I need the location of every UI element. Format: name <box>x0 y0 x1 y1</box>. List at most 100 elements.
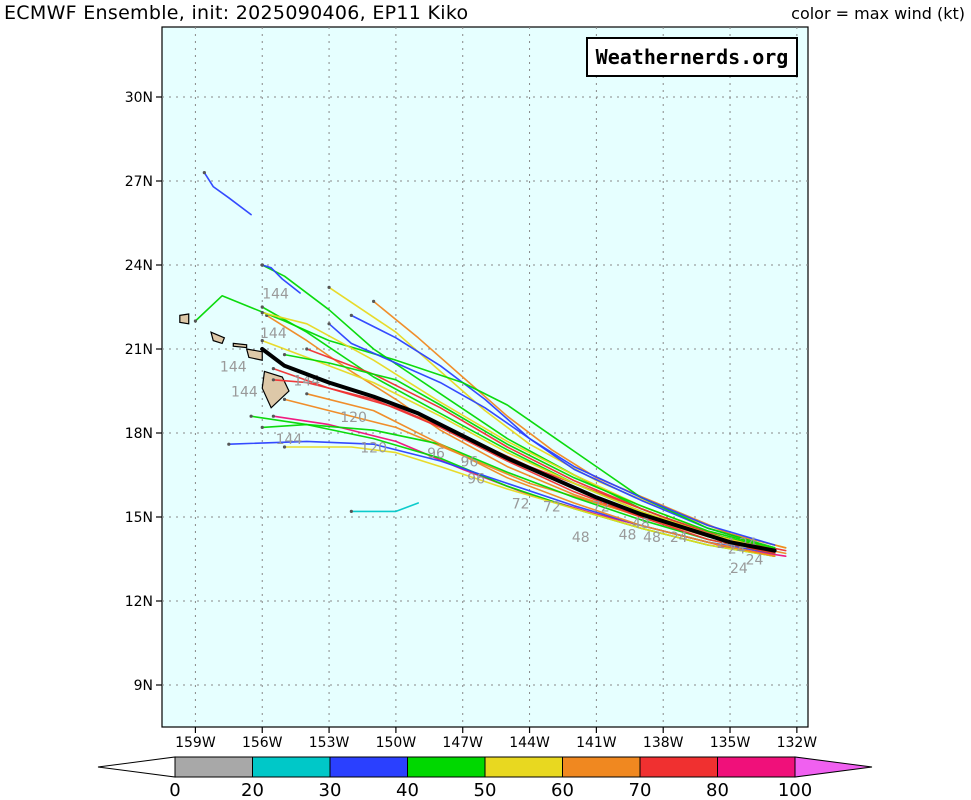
lat-tick-label: 18N <box>125 426 153 442</box>
lon-tick-label: 135W <box>710 735 751 751</box>
forecast-hour-label: 24 <box>730 561 748 577</box>
member-track-end <box>271 378 275 382</box>
member-track-end <box>271 367 275 371</box>
member-track-end <box>282 353 287 357</box>
colorbar-segment <box>329 756 408 778</box>
member-track <box>350 502 419 513</box>
colorbar-tick-label: 80 <box>706 780 729 800</box>
member-track-end <box>372 299 376 303</box>
lon-tick-label: 150W <box>376 735 417 751</box>
watermark-logo: Weathernerds.org <box>586 37 798 77</box>
lat-tick-label: 15N <box>125 510 153 526</box>
colorbar-tick-label: 40 <box>396 780 419 800</box>
member-track-end <box>327 285 331 289</box>
colorbar-tick-label: 0 <box>169 780 180 800</box>
forecast-hour-label: 48 <box>643 530 661 546</box>
forecast-hour-label: 24 <box>746 553 764 569</box>
gridlines <box>162 27 808 727</box>
member-track-end <box>282 445 287 449</box>
member-track-end <box>349 313 353 317</box>
axes: 9N 12N 15N 18N 21N 24N 27N 30N 159W 156W 153W 150W 1… <box>125 90 818 751</box>
member-track-end <box>227 442 231 446</box>
forecast-hour-label: 144 <box>220 359 247 375</box>
member-track <box>306 393 776 557</box>
member-track <box>203 171 252 216</box>
island-molokai <box>232 342 248 349</box>
lon-tick-label: 132W <box>777 735 818 751</box>
lon-tick-label: 138W <box>643 735 684 751</box>
member-track-end <box>193 319 198 323</box>
forecast-hour-label: 120 <box>340 410 367 426</box>
member-track-end <box>249 414 253 418</box>
member-track-end <box>349 509 353 513</box>
forecast-hour-label: 144 <box>276 432 303 448</box>
lon-tick-label: 153W <box>309 735 350 751</box>
forecast-hour-label: 48 <box>619 527 637 543</box>
forecast-hour-label: 144 <box>262 287 289 303</box>
colorbar-segment <box>639 756 718 778</box>
colorbar-high-end <box>794 756 873 778</box>
member-track-end <box>282 397 287 401</box>
member-track <box>283 446 776 557</box>
forecast-hour-label: 48 <box>572 530 590 546</box>
colorbar-segment <box>252 756 331 778</box>
forecast-hour-label: 72 <box>543 499 561 515</box>
colorbar-low-end <box>97 756 176 778</box>
colorbar-tick-label: 30 <box>319 780 342 800</box>
member-track-end <box>327 322 331 326</box>
colorbar-segment <box>484 756 563 778</box>
hawaiian-islands <box>179 313 290 409</box>
forecast-hour-label: 48 <box>632 516 650 532</box>
member-track-end <box>260 311 264 315</box>
colorbar-segment <box>717 756 796 778</box>
map-plot-area[interactable] <box>161 26 809 728</box>
member-track <box>265 314 776 552</box>
member-track-end <box>305 347 309 351</box>
colorbar-label: color = max wind (kt) <box>791 4 965 23</box>
colorbar-tick-label: 70 <box>629 780 652 800</box>
member-track <box>328 323 776 546</box>
member-track-end <box>305 392 309 396</box>
member-track-end <box>260 263 264 267</box>
forecast-hour-label: 96 <box>427 446 445 462</box>
forecast-hour-label: 96 <box>460 455 478 471</box>
island-kauai <box>179 313 190 325</box>
colorbar-tick-label: 50 <box>474 780 497 800</box>
member-track <box>283 353 776 549</box>
lon-tick-label: 144W <box>509 735 550 751</box>
member-track-end <box>260 339 264 343</box>
lat-tick-label: 24N <box>125 258 153 274</box>
forecast-hour-label: 144 <box>260 326 287 342</box>
member-track-end <box>271 414 275 418</box>
forecast-hour-label: 96 <box>467 471 485 487</box>
member-track <box>272 379 776 555</box>
lon-tick-label: 147W <box>442 735 483 751</box>
forecast-hour-label: 72 <box>512 497 530 513</box>
forecast-hour-label: 120 <box>360 441 387 457</box>
wind-colorbar: 0 20 30 40 50 60 70 80 100 <box>97 756 873 800</box>
lat-tick-label: 21N <box>125 342 153 358</box>
member-track-end <box>260 425 264 429</box>
forecast-hour-label: 24 <box>670 530 688 546</box>
ensemble-tracks <box>193 171 787 557</box>
ensemble-mean-track <box>260 347 777 553</box>
lat-tick-label: 30N <box>125 90 153 106</box>
member-track <box>261 423 776 555</box>
member-track-end <box>260 305 264 309</box>
colorbar-segment <box>174 756 253 778</box>
lon-tick-label: 156W <box>242 735 283 751</box>
lon-tick-label: 141W <box>576 735 617 751</box>
colorbar-segment <box>562 756 641 778</box>
forecast-hour-label: 72 <box>592 499 610 515</box>
chart-title: ECMWF Ensemble, init: 2025090406, EP11 K… <box>4 2 469 24</box>
island-oahu <box>210 331 226 345</box>
island-maui <box>245 348 263 361</box>
member-track <box>372 300 787 549</box>
colorbar-tick-label: 20 <box>241 780 264 800</box>
lat-tick-label: 9N <box>134 678 153 694</box>
colorbar-tick-label: 100 <box>778 780 812 800</box>
lon-tick-label: 159W <box>175 735 216 751</box>
mean-track-line <box>260 347 777 553</box>
colorbar-tick-label: 60 <box>551 780 574 800</box>
